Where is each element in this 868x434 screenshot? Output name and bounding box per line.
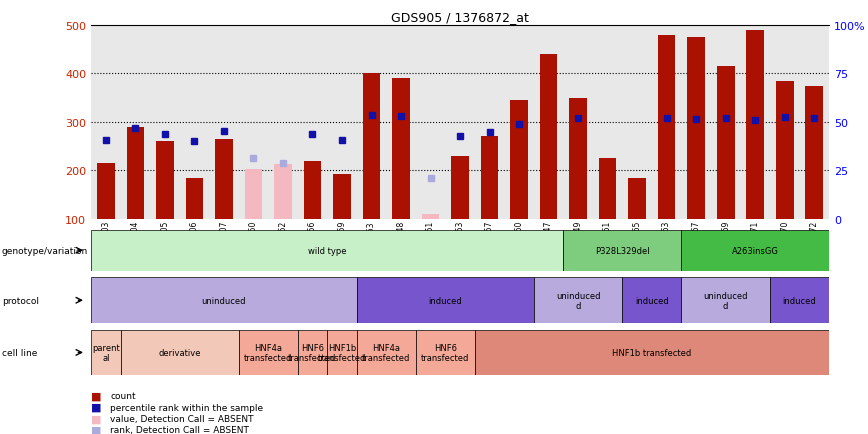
- Text: value, Detection Call = ABSENT: value, Detection Call = ABSENT: [110, 414, 253, 423]
- Text: protocol: protocol: [2, 296, 39, 305]
- Bar: [770, 278, 829, 323]
- Bar: [534, 26, 563, 219]
- Bar: [416, 26, 445, 219]
- Bar: [770, 26, 799, 219]
- Bar: [563, 230, 681, 271]
- Bar: [746, 31, 764, 219]
- Bar: [386, 26, 416, 219]
- Bar: [475, 26, 504, 219]
- Text: ■: ■: [91, 414, 102, 423]
- Bar: [628, 178, 646, 219]
- Bar: [504, 26, 534, 219]
- Bar: [215, 139, 233, 219]
- Bar: [599, 159, 616, 219]
- Bar: [333, 175, 351, 219]
- Bar: [91, 26, 121, 219]
- Bar: [658, 36, 675, 219]
- Bar: [127, 128, 144, 219]
- Bar: [91, 230, 563, 271]
- Text: uninduced
d: uninduced d: [556, 291, 601, 310]
- Bar: [274, 165, 292, 219]
- Bar: [180, 26, 209, 219]
- Bar: [91, 330, 121, 375]
- Bar: [156, 142, 174, 219]
- Bar: [540, 55, 557, 219]
- Bar: [593, 26, 622, 219]
- Text: HNF6
transfected: HNF6 transfected: [288, 343, 337, 362]
- Text: parent
al: parent al: [92, 343, 120, 362]
- Bar: [239, 330, 298, 375]
- Bar: [91, 278, 357, 323]
- Bar: [622, 278, 681, 323]
- Bar: [357, 26, 386, 219]
- Bar: [298, 330, 327, 375]
- Bar: [681, 278, 770, 323]
- Bar: [422, 214, 439, 219]
- Bar: [534, 278, 622, 323]
- Title: GDS905 / 1376872_at: GDS905 / 1376872_at: [391, 10, 529, 23]
- Text: HNF1b
transfected: HNF1b transfected: [318, 343, 366, 362]
- Bar: [681, 230, 829, 271]
- Text: HNF4a
transfected: HNF4a transfected: [244, 343, 293, 362]
- Text: ■: ■: [91, 391, 102, 401]
- Bar: [451, 156, 469, 219]
- Bar: [97, 164, 115, 219]
- Bar: [687, 38, 705, 219]
- Bar: [363, 74, 380, 219]
- Text: HNF1b transfected: HNF1b transfected: [612, 348, 692, 357]
- Bar: [711, 26, 740, 219]
- Bar: [268, 26, 298, 219]
- Text: induced: induced: [635, 296, 668, 305]
- Bar: [481, 137, 498, 219]
- Bar: [510, 101, 528, 219]
- Text: genotype/variation: genotype/variation: [2, 246, 88, 255]
- Text: A263insGG: A263insGG: [732, 246, 779, 255]
- Bar: [239, 26, 268, 219]
- Bar: [392, 79, 410, 219]
- Text: induced: induced: [429, 296, 462, 305]
- Bar: [681, 26, 711, 219]
- Text: rank, Detection Call = ABSENT: rank, Detection Call = ABSENT: [110, 425, 249, 434]
- Bar: [799, 26, 829, 219]
- Bar: [652, 26, 681, 219]
- Bar: [186, 178, 203, 219]
- Text: wild type: wild type: [308, 246, 346, 255]
- Bar: [121, 26, 150, 219]
- Text: P328L329del: P328L329del: [595, 246, 649, 255]
- Bar: [327, 26, 357, 219]
- Text: uninduced
d: uninduced d: [703, 291, 748, 310]
- Bar: [357, 330, 416, 375]
- Text: percentile rank within the sample: percentile rank within the sample: [110, 403, 263, 411]
- Bar: [357, 278, 534, 323]
- Text: ■: ■: [91, 425, 102, 434]
- Text: induced: induced: [783, 296, 816, 305]
- Bar: [209, 26, 239, 219]
- Bar: [569, 99, 587, 219]
- Bar: [475, 330, 829, 375]
- Text: uninduced: uninduced: [201, 296, 247, 305]
- Bar: [298, 26, 327, 219]
- Bar: [740, 26, 770, 219]
- Text: count: count: [110, 391, 136, 400]
- Bar: [150, 26, 180, 219]
- Bar: [806, 86, 823, 219]
- Bar: [622, 26, 652, 219]
- Bar: [563, 26, 593, 219]
- Text: HNF4a
transfected: HNF4a transfected: [362, 343, 411, 362]
- Text: cell line: cell line: [2, 348, 37, 357]
- Bar: [327, 330, 357, 375]
- Bar: [121, 330, 239, 375]
- Bar: [245, 170, 262, 219]
- Bar: [717, 67, 734, 219]
- Bar: [445, 26, 475, 219]
- Text: HNF6
transfected: HNF6 transfected: [421, 343, 470, 362]
- Text: ■: ■: [91, 402, 102, 412]
- Bar: [304, 161, 321, 219]
- Bar: [416, 330, 475, 375]
- Text: derivative: derivative: [159, 348, 201, 357]
- Bar: [776, 82, 793, 219]
